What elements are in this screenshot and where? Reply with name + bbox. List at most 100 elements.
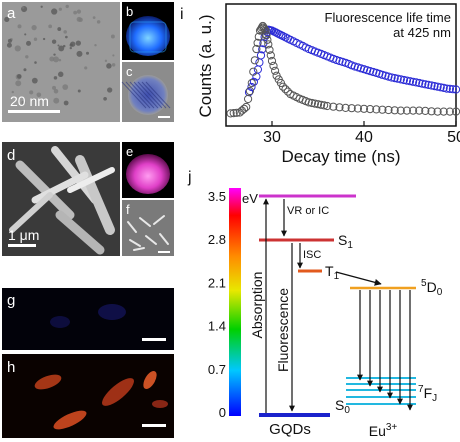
- scale-label-a: 20 nm: [10, 93, 49, 109]
- label-7fj: 7FJ: [418, 384, 437, 404]
- chart-point-s0-15-2: [356, 64, 365, 73]
- chart-point-s1-10-2: [276, 78, 285, 88]
- chart-point-s0-24-2: [439, 83, 448, 93]
- label-s1: S1: [338, 232, 353, 251]
- chart-point-s1-19: [378, 105, 387, 114]
- energy-tick-4: 0.7: [208, 362, 226, 377]
- chart-point-s0-25: [442, 84, 451, 93]
- chart-point-s0-0-2: [249, 77, 258, 86]
- chart-point-s0-20: [396, 75, 405, 84]
- energy-unit: eV: [242, 191, 258, 206]
- chart-point-s1-16: [323, 101, 332, 111]
- label-absorption: Absorption: [249, 272, 265, 339]
- chart-ylabel: Counts (a. u.): [196, 15, 215, 118]
- energy-tick-2: 2.1: [208, 275, 226, 290]
- chart-point-s1-4: [252, 44, 261, 54]
- chart-point-s1-9-1: [269, 61, 278, 71]
- chart-point-s1-18: [359, 104, 369, 113]
- chart-xtick-label-2: 50: [447, 129, 460, 146]
- chart-point-s0-24: [433, 82, 442, 91]
- chart-point-s0-22-1: [418, 79, 427, 88]
- chart-annotation-line1: Fluorescence life time: [325, 10, 451, 25]
- chart-point-s1-21: [415, 106, 424, 115]
- chart-point-s1-15-2: [320, 101, 329, 110]
- sem-small-rods: [127, 215, 169, 251]
- chart-point-s0-19-1: [390, 74, 399, 83]
- chart-point-s1-9-2: [271, 66, 280, 75]
- chart-point-s1-8-2: [266, 51, 275, 60]
- panel-label-c: c: [126, 64, 133, 79]
- chart-point-s1-7-2: [263, 35, 272, 44]
- chart-point-s1-6-1: [259, 23, 268, 32]
- blue-glow: [126, 16, 170, 56]
- pink-glow: [126, 154, 170, 194]
- label-gqds: GQDs: [269, 421, 311, 438]
- chart-point-s1-9: [267, 56, 277, 66]
- tem-texture: [4, 4, 116, 106]
- scale-bar-a: [8, 110, 60, 113]
- chart-point-s0-1-2: [255, 58, 264, 67]
- chart-point-s1-16-2: [335, 103, 344, 112]
- chart-point-s0-21-2: [412, 78, 421, 87]
- label-vr-ic: VR or IC: [287, 205, 329, 217]
- energy-tick-1: 2.8: [208, 232, 226, 247]
- panel-a: a 20 nm: [2, 2, 120, 122]
- chart-point-s0-25-2: [448, 85, 457, 94]
- panel-label-f: f: [126, 202, 130, 217]
- chart-point-s1-13-2: [301, 97, 310, 106]
- chart-point-s1-19-2: [390, 106, 399, 115]
- panel-c: c: [121, 62, 174, 122]
- chart-point-s1-22: [433, 107, 442, 116]
- scale-bar-c: [158, 116, 170, 118]
- chart-point-s0-19-2: [393, 74, 402, 83]
- panel-b: b: [122, 2, 174, 60]
- sem-small-image: [122, 200, 174, 256]
- chart-point-s1-11-2: [283, 87, 292, 96]
- chart-point-s0-21: [405, 77, 415, 86]
- label-isc: ISC: [303, 249, 321, 261]
- chart-point-s0-20-1: [399, 75, 408, 85]
- panel-label-h: h: [7, 359, 15, 376]
- panel-label-i: i: [180, 6, 184, 23]
- panel-label-b: b: [126, 4, 133, 19]
- energy-tick-5: 0: [219, 405, 226, 420]
- chart-point-s0-23-2: [430, 82, 439, 91]
- chart-point-s1-15: [313, 100, 323, 109]
- chart-point-s1-2-1: [244, 94, 253, 104]
- chart-point-s1-8: [264, 40, 273, 49]
- panel-e: e: [122, 142, 174, 198]
- chart-point-s1-21-2: [427, 107, 436, 116]
- chart-point-s0-22-2: [421, 80, 430, 89]
- chart-point-s1-3: [247, 78, 256, 88]
- chart-point-s1-18-2: [372, 105, 381, 114]
- energy-tick-3: 1.4: [208, 319, 226, 334]
- chart-point-s1-15-1: [317, 100, 326, 109]
- panel-label-d: d: [7, 147, 15, 164]
- panel-f: f: [122, 200, 174, 256]
- chart-point-s1-0: [226, 109, 235, 118]
- chart-point-s1-0-1: [229, 109, 238, 118]
- chart-point-s1-4-1: [253, 38, 262, 48]
- scale-bar-d: [8, 244, 36, 247]
- chart-point-s1-1-2: [240, 104, 249, 113]
- chart-xlabel: Decay time (ns): [281, 147, 400, 166]
- scale-bar-f: [158, 251, 170, 253]
- panel-label-g: g: [7, 292, 15, 309]
- panel-label-e: e: [126, 144, 133, 159]
- chart-point-s0-0-1: [247, 82, 256, 92]
- label-fluorescence: Fluorescence: [275, 288, 291, 372]
- scale-bar-g: [142, 338, 166, 341]
- level-7fj-manifold: [346, 290, 416, 411]
- sem-rods: [9, 146, 115, 255]
- label-eu: Eu3+: [369, 422, 398, 439]
- panel-d: d 1 μm: [2, 142, 120, 256]
- energy-color-bar: [229, 188, 241, 416]
- chart-point-s0-19: [387, 73, 396, 82]
- chart-point-s1-4-2: [254, 32, 263, 41]
- chart-xtick-label-1: 40: [355, 129, 373, 146]
- scale-label-d: 1 μm: [8, 227, 39, 243]
- chart-point-s1-17-2: [353, 104, 362, 113]
- chart-point-s0-18-2: [384, 72, 393, 81]
- chart-point-s0-21-1: [409, 77, 418, 86]
